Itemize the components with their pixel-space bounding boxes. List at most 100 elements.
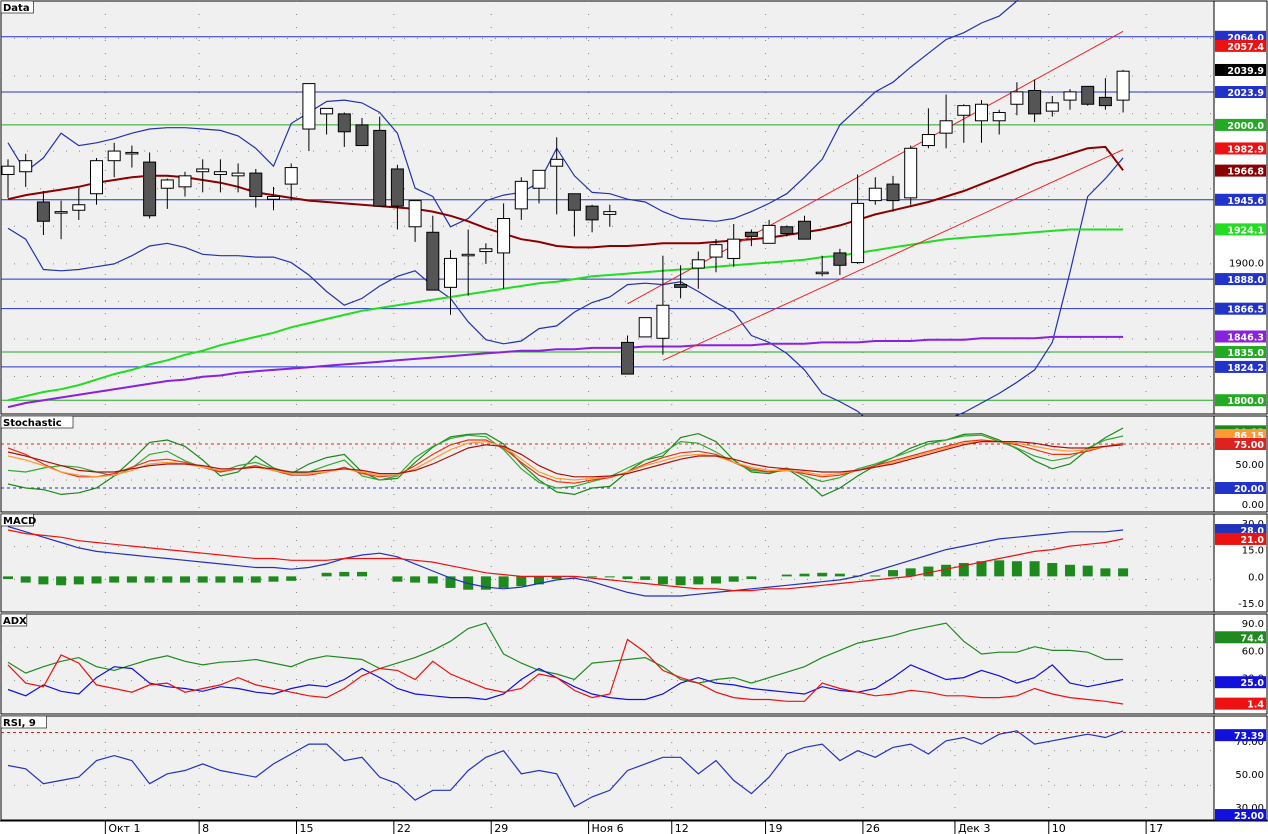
macd-hist-bar [958, 563, 969, 577]
candle-body [178, 175, 192, 188]
macd-hist-bar [870, 575, 881, 577]
value-tag-bg [1215, 697, 1266, 710]
value-tag-bg [1215, 39, 1266, 52]
candle-body [213, 171, 227, 175]
macd-hist-bar [834, 573, 845, 577]
panel-title-box [0, 0, 34, 14]
macd-hist-bar [622, 576, 633, 580]
trend-line [662, 149, 1124, 361]
candle-body [497, 218, 511, 254]
x-tick-label: 17 [1149, 822, 1163, 834]
candle-body [532, 169, 546, 189]
x-tick-label: Дек 3 [958, 822, 991, 834]
value-tag-label: 1846.3 [1227, 332, 1264, 343]
y-tick-label: 0.00 [1242, 500, 1264, 511]
candle-body [762, 224, 776, 244]
candle-body [992, 112, 1006, 122]
x-tick-label: 10 [1052, 822, 1066, 834]
macd-hist-bar [3, 576, 13, 580]
candle-body [390, 168, 404, 207]
panel-title-box [0, 513, 34, 527]
value-tag-bg [1215, 482, 1266, 494]
candle-body [904, 147, 918, 199]
candle-body [444, 257, 457, 288]
value-tag-label: 2064.0 [1227, 33, 1264, 44]
macd-hist-bar [126, 576, 137, 583]
candle-body [302, 83, 316, 130]
macd-hist-bar [215, 576, 226, 583]
y-tick-label: 50.00 [1235, 770, 1264, 781]
value-tag: 1888.0 [1215, 273, 1266, 286]
series-line [7, 145, 1124, 249]
series-line [7, 529, 1124, 592]
panel-title: MACD [3, 516, 36, 527]
candle-body [284, 167, 298, 185]
value-tag-bg [1215, 193, 1266, 206]
value-tag-label: 25.0 [1241, 678, 1265, 689]
value-tag: 1.4 [1215, 697, 1266, 711]
candle-body [621, 341, 634, 375]
macd-hist-bar [73, 576, 84, 585]
candle-body [426, 231, 440, 291]
candle-body [868, 187, 882, 202]
macd-hist-bar [976, 561, 987, 577]
panel-title: Stochastic [3, 418, 62, 429]
panel-title-box [0, 613, 28, 627]
macd-hist-bar [1082, 565, 1093, 577]
x-tick-label: Окт 1 [108, 822, 140, 834]
value-tag-bg [1215, 223, 1266, 236]
panel-frame [0, 415, 1215, 513]
value-tag-bg [1215, 394, 1266, 407]
y-tick-label: 15.0 [1242, 546, 1264, 557]
macd-hist-bar [56, 576, 67, 586]
candle-body [1081, 85, 1095, 105]
candle-body [550, 158, 564, 167]
candle-body [196, 168, 210, 173]
value-tag-bg [1215, 273, 1266, 286]
macd-hist-bar [675, 576, 686, 586]
x-tick-label: Ноя 6 [592, 822, 624, 834]
candle-body [160, 179, 174, 189]
value-tag-bg [1215, 532, 1266, 545]
series-line [7, 638, 1124, 705]
value-tag: 1982.9 [1215, 142, 1266, 155]
value-tag-bg [1215, 631, 1266, 644]
candle-body [337, 113, 351, 133]
candle-body [833, 252, 847, 266]
macd-hist-bar [693, 576, 704, 585]
value-tag-label: 21.0 [1241, 535, 1265, 546]
value-tag-label: 2023.9 [1227, 88, 1264, 99]
y-axis-area [1213, 613, 1268, 715]
candle-body [373, 129, 387, 207]
x-tick-label: 19 [769, 822, 783, 834]
y-tick-label: 30.00 [1235, 803, 1264, 814]
value-tag-bg [1215, 346, 1266, 359]
value-tag: 73.39 [1215, 729, 1266, 742]
candle-body [54, 211, 68, 214]
value-tag-bg [1215, 118, 1266, 131]
x-axis-bg [0, 821, 1268, 834]
macd-hist-bar [1047, 563, 1058, 577]
candle-body [90, 160, 103, 195]
value-tag-label: 86.15 [1234, 431, 1264, 442]
macd-hist-bar [109, 576, 120, 583]
y-tick-label: 1900.0 [1229, 259, 1264, 270]
panel-title: Data [3, 3, 30, 14]
candle-body [231, 172, 245, 177]
trend-line [627, 30, 1124, 305]
series-line [7, 440, 1124, 481]
macd-hist-bar [1011, 561, 1022, 577]
candle-body [1028, 89, 1042, 115]
macd-hist-bar [286, 576, 297, 581]
macd-hist-bar [534, 576, 544, 585]
macd-hist-bar [1100, 568, 1111, 577]
candle-body [1, 165, 15, 175]
macd-hist-bar [392, 576, 403, 582]
macd-hist-bar [233, 576, 244, 583]
x-tick-label: 15 [300, 822, 314, 834]
candle-body [125, 151, 139, 155]
value-tag: 2023.9 [1215, 85, 1266, 99]
